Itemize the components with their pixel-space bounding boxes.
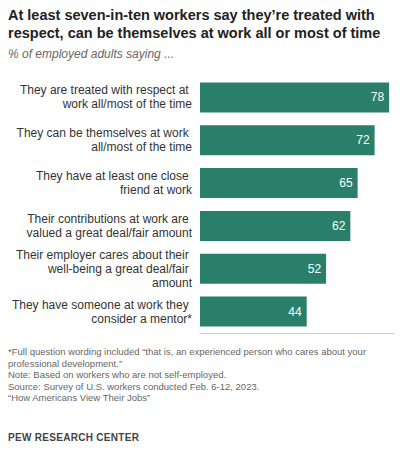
svg-text:They can be themselves at work: They can be themselves at work [17,126,192,140]
html-text:*Full question wording include: *Full question wording included “that is… [8,346,366,369]
svg-text:They have at least one close: They have at least one close [36,169,192,183]
svg-text:consider a mentor*: consider a mentor* [91,312,192,326]
svg-text:work all/most of the time: work all/most of the time [62,97,193,111]
svg-text:52: 52 [308,262,322,276]
svg-text:Their contributions at work ar: Their contributions at work are [27,212,192,226]
svg-text:72: 72 [356,133,370,147]
svg-text:78: 78 [371,90,385,104]
html-text:PEW RESEARCH CENTER: PEW RESEARCH CENTER [8,432,140,443]
html-text:At least seven-in-ten workers: At least seven-in-ten workers say they’r… [8,7,381,41]
svg-text:valued a great deal/fair amoun: valued a great deal/fair amount [27,226,193,240]
svg-text:well-being a great deal/fair: well-being a great deal/fair [47,262,192,276]
svg-text:amount: amount [152,276,193,290]
html-text:Note: Based on workers who are: Note: Based on workers who are not self-… [8,369,227,380]
html-text:“How Americans View Their Jobs: “How Americans View Their Jobs” [8,392,151,403]
svg-text:65: 65 [339,176,353,190]
svg-text:They are treated with respect: They are treated with respect at [20,83,192,97]
svg-text:Their employer cares about the: Their employer cares about their [16,248,192,262]
svg-text:62: 62 [332,219,346,233]
html-text:% of employed adults saying ..: % of employed adults saying ... [8,47,175,61]
svg-text:They have someone at work they: They have someone at work they [12,298,192,312]
svg-text:44: 44 [288,305,302,319]
html-text:Source: Survey of U.S. workers: Source: Survey of U.S. workers conducted… [8,380,260,392]
svg-text:friend at work: friend at work [120,183,193,197]
svg-text:all/most of the time: all/most of the time [91,140,192,154]
